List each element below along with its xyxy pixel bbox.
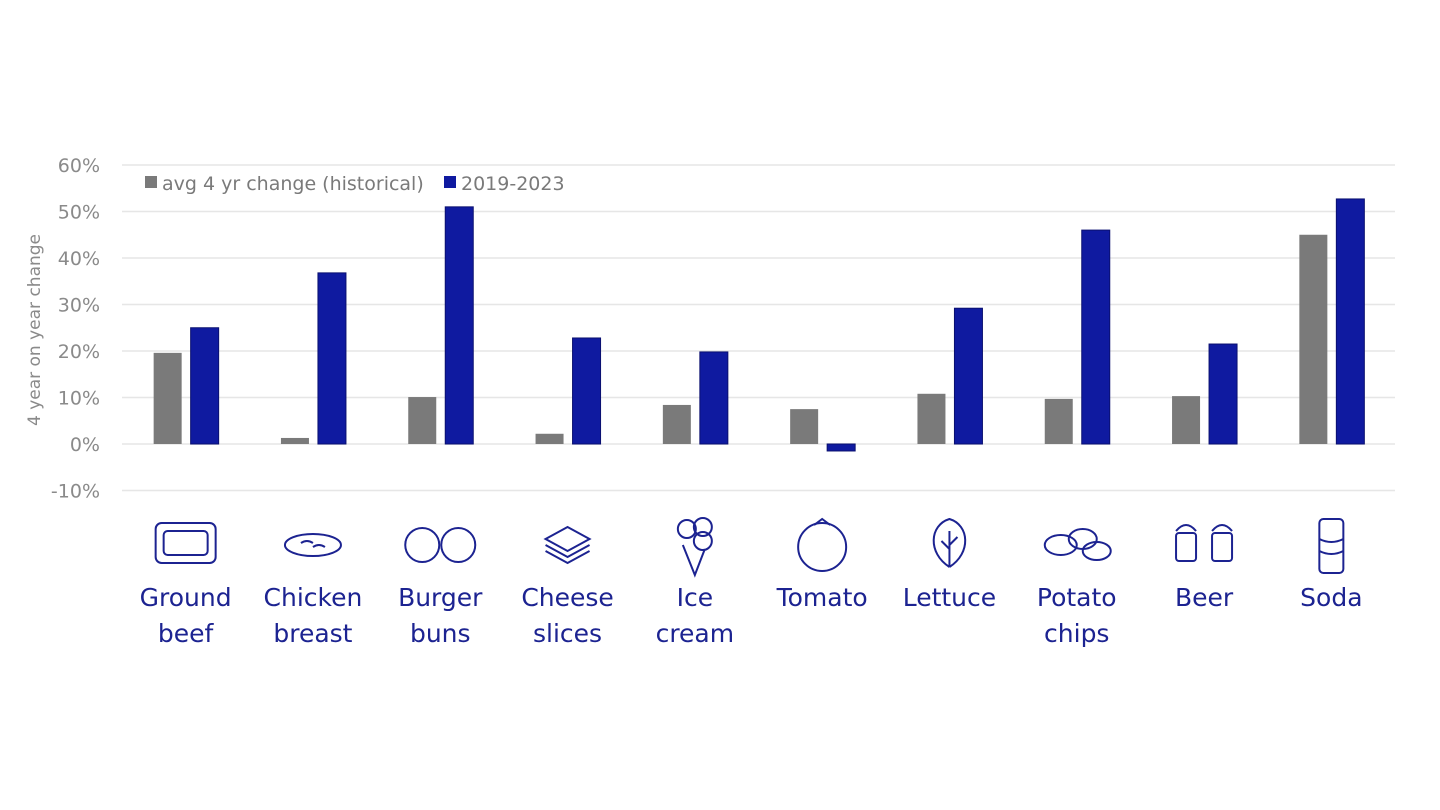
bar-2019-2023 [953, 307, 983, 445]
category-label: Beer [1174, 583, 1234, 612]
category-label: Lettuce [902, 583, 997, 612]
category-label: buns [409, 619, 471, 648]
y-tick-label: 30% [58, 295, 100, 317]
tomato-icon [797, 517, 848, 572]
bar-historical [1299, 234, 1328, 444]
y-tick-label: 50% [58, 202, 100, 224]
bar-2019-2023 [572, 337, 602, 445]
y-tick-label: 0% [70, 434, 100, 456]
chicken-breast-icon [283, 533, 342, 557]
soda-icon [1318, 518, 1345, 574]
category-label: breast [273, 619, 353, 648]
bar-historical [535, 433, 564, 444]
category-label: Tomato [776, 583, 868, 612]
category-label: Ice [676, 583, 714, 612]
y-axis-label: 4 year on year change [25, 234, 45, 426]
category-label: Cheese [521, 583, 614, 612]
bar-2019-2023 [444, 206, 474, 445]
bar-historical [917, 393, 946, 444]
category-label: Potato [1036, 583, 1117, 612]
ground-beef-icon [154, 522, 217, 564]
y-tick-label: 60% [58, 155, 100, 177]
ice-cream-icon [676, 517, 713, 578]
y-tick-label: 10% [58, 388, 100, 410]
category-label: Ground [139, 583, 232, 612]
category-label: Chicken [263, 583, 363, 612]
legend-swatch [145, 176, 157, 188]
bar-2019-2023 [699, 351, 729, 445]
bar-historical [408, 397, 437, 444]
y-tick-label: 20% [58, 341, 100, 363]
burger-buns-icon [404, 527, 477, 563]
bar-historical [790, 409, 819, 444]
bar-2019-2023 [1335, 198, 1365, 445]
category-label: chips [1044, 619, 1110, 648]
bar-2019-2023 [826, 443, 856, 452]
bar-historical [1044, 398, 1073, 444]
category-label: cream [655, 619, 735, 648]
category-label: Soda [1300, 583, 1363, 612]
beer-icon [1175, 524, 1234, 562]
bar-historical [1172, 396, 1201, 444]
potato-chips-icon [1043, 528, 1112, 561]
category-label: Burger [398, 583, 483, 612]
legend-swatch [444, 176, 456, 188]
bar-2019-2023 [317, 272, 347, 445]
bar-historical [280, 437, 309, 444]
bar-historical [662, 404, 691, 444]
category-label: slices [533, 619, 603, 648]
bar-2019-2023 [1208, 343, 1238, 445]
y-tick-label: 40% [58, 248, 100, 270]
category-label: beef [157, 619, 214, 648]
legend-label: 2019-2023 [461, 173, 565, 195]
cheese-slices-icon [543, 525, 592, 565]
bar-2019-2023 [1081, 229, 1111, 445]
y-tick-label: -10% [51, 481, 100, 503]
lettuce-icon [932, 517, 967, 568]
legend-label: avg 4 yr change (historical) [162, 173, 424, 195]
bar-2019-2023 [190, 327, 220, 445]
bar-historical [153, 352, 182, 444]
